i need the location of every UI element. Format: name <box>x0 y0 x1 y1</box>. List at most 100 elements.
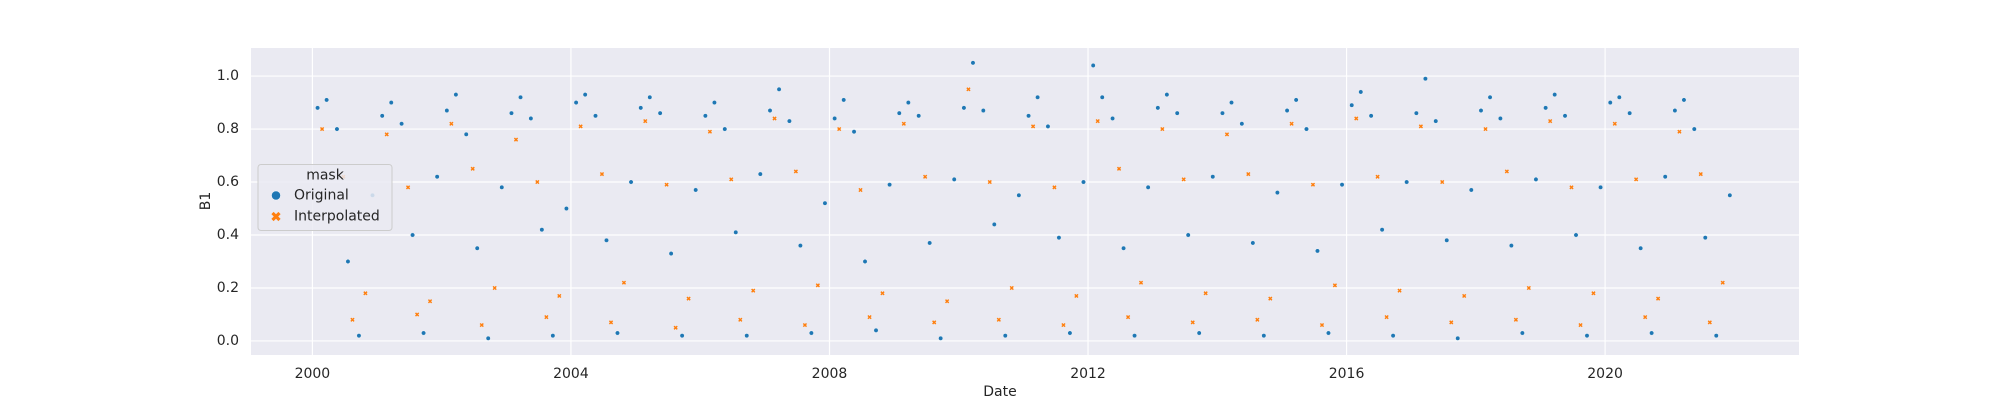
data-point <box>1016 192 1022 198</box>
data-point <box>1354 116 1359 121</box>
data-point <box>1099 94 1105 100</box>
data-point <box>797 243 803 249</box>
data-point <box>421 330 426 336</box>
data-point <box>702 113 708 119</box>
data-point <box>628 179 634 185</box>
data-point <box>1508 243 1514 249</box>
x-axis-label: Date <box>983 384 1016 400</box>
data-point <box>927 240 933 246</box>
data-point <box>1375 174 1380 179</box>
data-point <box>1220 110 1225 116</box>
data-point <box>1698 171 1703 177</box>
data-point <box>356 333 362 339</box>
y-tick-label: 0.0 <box>217 333 239 349</box>
data-point <box>1643 315 1648 320</box>
data-point <box>822 200 828 206</box>
data-point <box>901 121 906 126</box>
data-point <box>474 245 480 251</box>
data-point <box>1404 179 1410 185</box>
data-point <box>518 94 523 100</box>
data-point <box>1268 296 1273 301</box>
data-point <box>1224 132 1230 137</box>
data-point <box>1095 118 1100 124</box>
data-point <box>593 113 598 119</box>
data-point <box>938 335 944 341</box>
data-point <box>679 333 685 339</box>
data-point <box>808 330 814 336</box>
data-point <box>1160 126 1165 132</box>
data-point <box>1677 129 1682 134</box>
data-point <box>1081 179 1086 185</box>
data-point <box>932 320 937 325</box>
data-point <box>1713 333 1719 339</box>
data-point <box>604 237 609 243</box>
data-point <box>399 121 404 127</box>
data-point <box>1174 110 1180 116</box>
data-point <box>1138 280 1144 285</box>
data-point <box>415 312 420 317</box>
data-point <box>923 174 928 179</box>
data-point <box>945 299 950 304</box>
data-point <box>1691 126 1697 132</box>
data-point <box>996 317 1001 322</box>
data-point <box>1074 293 1079 299</box>
data-point <box>862 259 868 264</box>
data-point <box>837 126 842 132</box>
data-point <box>334 126 340 132</box>
data-point <box>1261 333 1267 339</box>
data-point <box>1339 182 1345 188</box>
data-point <box>427 299 433 304</box>
data-point <box>1239 121 1245 127</box>
data-point <box>1002 333 1008 339</box>
data-point <box>578 124 583 129</box>
data-point <box>528 116 534 121</box>
data-point <box>905 100 911 105</box>
data-point <box>345 259 351 264</box>
data-point <box>793 169 798 174</box>
data-point <box>379 113 385 119</box>
data-point <box>1293 97 1299 103</box>
legend-label: Interpolated <box>294 209 380 225</box>
data-point <box>1548 118 1553 124</box>
data-point <box>733 229 739 235</box>
data-point <box>1513 317 1519 322</box>
data-point <box>638 105 644 111</box>
data-point <box>916 113 922 119</box>
data-point <box>1672 108 1678 113</box>
data-point <box>776 86 782 92</box>
data-point <box>1035 94 1041 100</box>
data-point <box>444 108 450 113</box>
data-point <box>757 171 763 177</box>
data-point <box>1612 121 1617 126</box>
data-point <box>1185 232 1191 238</box>
x-tick-label: 2016 <box>1329 366 1365 382</box>
data-point <box>1289 121 1294 126</box>
data-point <box>1358 89 1364 95</box>
data-point <box>1332 283 1338 288</box>
data-point <box>1543 105 1549 111</box>
data-point <box>707 129 713 134</box>
data-point <box>841 97 847 103</box>
data-point <box>453 92 459 98</box>
data-point <box>539 227 545 233</box>
data-point <box>363 291 368 296</box>
data-point <box>1121 245 1126 251</box>
data-point <box>1125 315 1131 320</box>
data-point <box>1468 187 1474 193</box>
data-point <box>485 335 491 341</box>
data-point <box>1649 330 1655 336</box>
data-point <box>1681 97 1687 103</box>
data-point <box>1573 232 1579 238</box>
data-point <box>1196 330 1202 336</box>
data-point <box>744 333 750 339</box>
data-point <box>1433 118 1439 124</box>
data-point <box>1707 320 1712 325</box>
data-point <box>643 118 648 124</box>
data-point <box>470 166 475 171</box>
data-point <box>1310 182 1316 187</box>
data-point <box>410 232 415 238</box>
data-point <box>544 315 549 320</box>
data-point <box>961 105 967 111</box>
x-tick-label: 2012 <box>1070 366 1106 382</box>
